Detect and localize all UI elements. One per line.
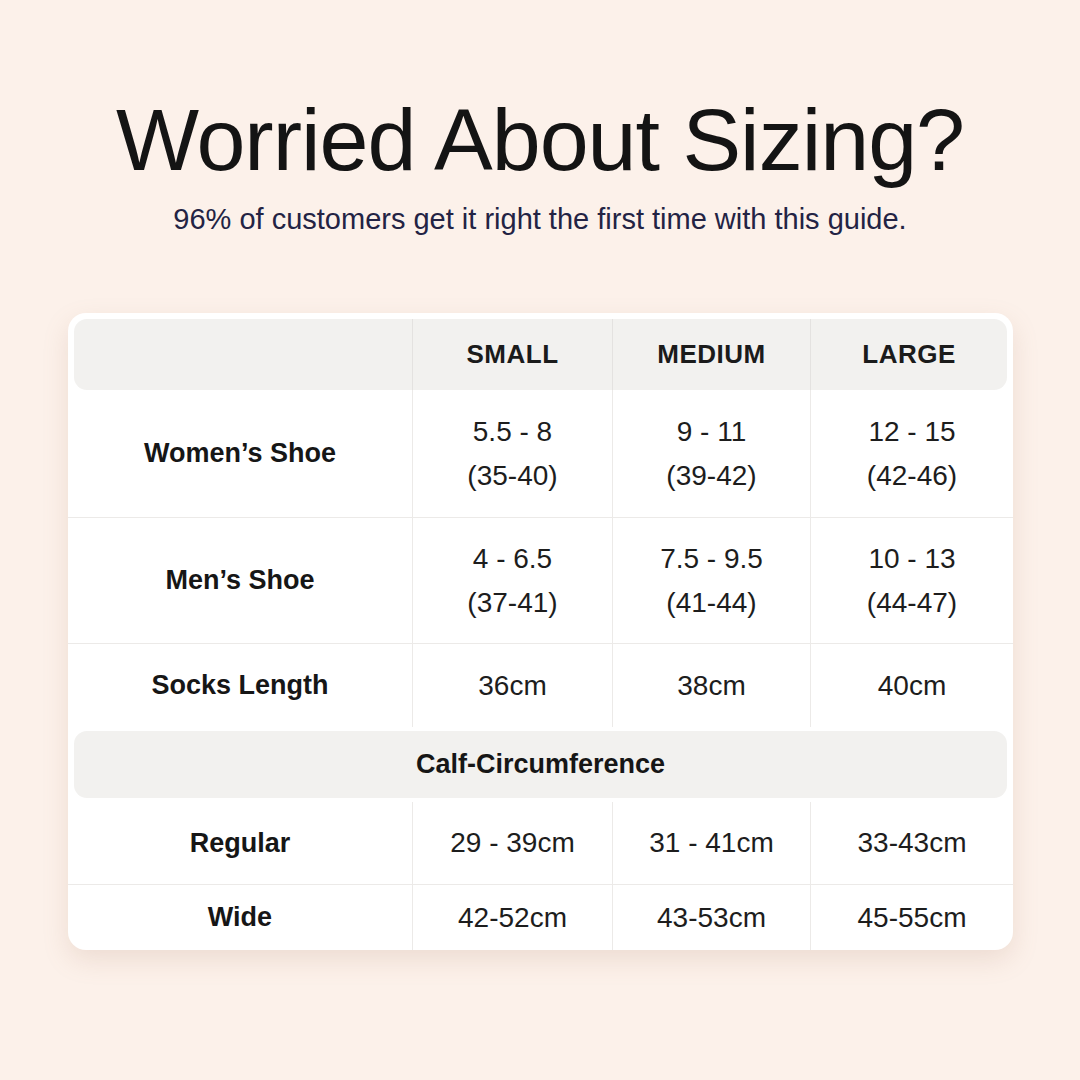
table-cell: 33-43cm xyxy=(810,802,1013,884)
table-row-socks-length: Socks Length 36cm 38cm 40cm xyxy=(68,643,1013,727)
row-label-cell: Men’s Shoe xyxy=(68,518,412,643)
cell-value-secondary: (44-47) xyxy=(867,581,957,624)
table-cell: 9 - 11 (39-42) xyxy=(612,390,810,517)
cell-value: 29 - 39cm xyxy=(450,821,575,864)
cell-value: 7.5 - 9.5 xyxy=(660,537,763,580)
cell-value-secondary: (41-44) xyxy=(666,581,756,624)
table-row-mens-shoe: Men’s Shoe 4 - 6.5 (37-41) 7.5 - 9.5 (41… xyxy=(68,517,1013,643)
cell-value: 9 - 11 xyxy=(677,410,747,453)
cell-value: 5.5 - 8 xyxy=(473,410,552,453)
sizing-table: SMALL MEDIUM LARGE Women’s Shoe 5.5 - 8 … xyxy=(68,313,1013,950)
cell-value: 38cm xyxy=(677,664,745,707)
header-cell-large: LARGE xyxy=(810,319,1007,390)
header-cell-small: SMALL xyxy=(412,319,612,390)
cell-value-secondary: (39-42) xyxy=(666,454,756,497)
table-cell: 40cm xyxy=(810,644,1013,727)
table-cell: 42-52cm xyxy=(412,885,612,950)
table-cell: 4 - 6.5 (37-41) xyxy=(412,518,612,643)
section-header-band: Calf-Circumference xyxy=(74,731,1007,798)
table-row-womens-shoe: Women’s Shoe 5.5 - 8 (35-40) 9 - 11 (39-… xyxy=(68,390,1013,517)
table-cell: 29 - 39cm xyxy=(412,802,612,884)
section-header-row: Calf-Circumference xyxy=(68,727,1013,802)
table-cell: 38cm xyxy=(612,644,810,727)
row-label-cell: Socks Length xyxy=(68,644,412,727)
table-cell: 7.5 - 9.5 (41-44) xyxy=(612,518,810,643)
table-cell: 43-53cm xyxy=(612,885,810,950)
cell-value: 40cm xyxy=(878,664,946,707)
cell-value-secondary: (42-46) xyxy=(867,454,957,497)
table-cell: 31 - 41cm xyxy=(612,802,810,884)
hero-section: Worried About Sizing? 96% of customers g… xyxy=(0,92,1080,236)
row-label: Women’s Shoe xyxy=(144,438,336,469)
row-label: Regular xyxy=(190,828,291,859)
row-label: Men’s Shoe xyxy=(165,565,314,596)
table-cell: 12 - 15 (42-46) xyxy=(810,390,1013,517)
cell-value: 43-53cm xyxy=(657,896,766,939)
row-label-cell: Wide xyxy=(68,885,412,950)
table-cell: 36cm xyxy=(412,644,612,727)
table-cell: 10 - 13 (44-47) xyxy=(810,518,1013,643)
cell-value: 36cm xyxy=(478,664,546,707)
row-label-cell: Women’s Shoe xyxy=(68,390,412,517)
page-subtitle: 96% of customers get it right the first … xyxy=(0,203,1080,236)
table-cell: 5.5 - 8 (35-40) xyxy=(412,390,612,517)
table-row-regular: Regular 29 - 39cm 31 - 41cm 33-43cm xyxy=(68,802,1013,884)
table-cell: 45-55cm xyxy=(810,885,1013,950)
cell-value: 33-43cm xyxy=(858,821,967,864)
cell-value: 45-55cm xyxy=(858,896,967,939)
row-label: Wide xyxy=(208,902,272,933)
cell-value: 31 - 41cm xyxy=(649,821,774,864)
cell-value: 42-52cm xyxy=(458,896,567,939)
page-title: Worried About Sizing? xyxy=(0,92,1080,189)
cell-value: 4 - 6.5 xyxy=(473,537,552,580)
cell-value: 10 - 13 xyxy=(868,537,955,580)
cell-value: 12 - 15 xyxy=(868,410,955,453)
row-label-cell: Regular xyxy=(68,802,412,884)
table-header-row: SMALL MEDIUM LARGE xyxy=(74,319,1007,390)
row-label: Socks Length xyxy=(151,670,328,701)
cell-value-secondary: (37-41) xyxy=(467,581,557,624)
cell-value-secondary: (35-40) xyxy=(467,454,557,497)
header-cell-medium: MEDIUM xyxy=(612,319,810,390)
table-row-wide: Wide 42-52cm 43-53cm 45-55cm xyxy=(68,884,1013,950)
header-cell-empty xyxy=(74,319,412,390)
